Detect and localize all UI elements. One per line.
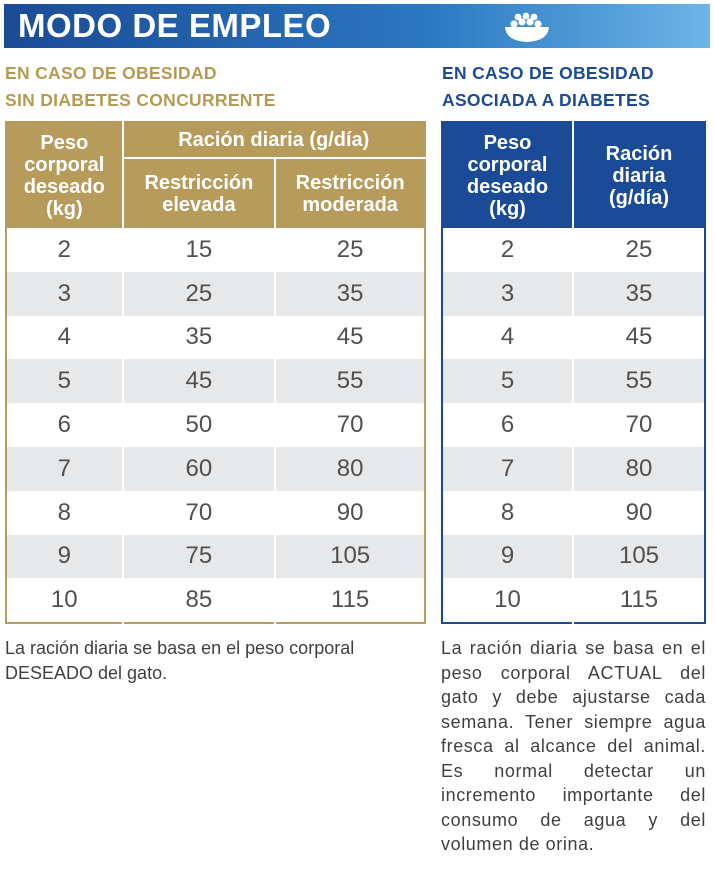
cell-ration: 70	[625, 411, 653, 439]
header-text: moderada	[302, 193, 398, 216]
cell-high: 50	[122, 403, 277, 447]
cell-moderate: 80	[275, 446, 425, 491]
table-row: 9 105	[442, 534, 705, 579]
cell-weight: 8	[442, 490, 574, 535]
right-subtitle-line: ASOCIADA A DIABETES	[442, 90, 650, 110]
cell-weight: 7	[442, 446, 574, 491]
header-text: corporal	[467, 153, 548, 176]
cell-weight: 2	[442, 228, 574, 272]
cell-high: 15	[122, 228, 277, 272]
cell-weight: 5	[442, 359, 574, 404]
cell-weight: 7	[6, 446, 124, 491]
cell-moderate: 55	[275, 359, 425, 404]
cell-ration: 45	[625, 323, 653, 351]
header-text: (kg)	[489, 197, 526, 220]
cell-weight: 10	[6, 578, 124, 624]
cell-moderate: 105	[275, 534, 425, 579]
cell-ration: 55	[572, 359, 705, 404]
cell-weight: 3	[442, 271, 574, 316]
left-section-subtitle: EN CASO DE OBESIDAD SIN DIABETES CONCURR…	[5, 60, 276, 114]
table-row: 9 75 105	[6, 534, 425, 579]
ration-table-obesity: Peso corporal deseado (kg) Ración diaria…	[5, 121, 426, 625]
cell-weight: 4	[6, 315, 124, 360]
cell-high: 75	[122, 534, 277, 579]
right-section-subtitle: EN CASO DE OBESIDAD ASOCIADA A DIABETES	[442, 60, 654, 114]
left-subtitle-line: SIN DIABETES CONCURRENTE	[5, 90, 276, 110]
table-row: 8 70 90	[6, 490, 425, 535]
table-row: 6 70	[442, 403, 705, 447]
header-text: diaria	[612, 164, 666, 187]
cell-moderate: 35	[275, 271, 425, 316]
right-subtitle-line: EN CASO DE OBESIDAD	[442, 63, 654, 83]
table-row: 8 90	[442, 490, 705, 535]
table-row: 4 35 45	[6, 315, 425, 360]
table-row: 10 85 115	[6, 578, 425, 624]
table-row: 3 25 35	[6, 271, 425, 316]
cell-high: 70	[122, 490, 277, 535]
cell-weight: 3	[6, 271, 124, 316]
table-row: 7 80	[442, 446, 705, 491]
cell-ration: 90	[625, 498, 653, 526]
table-row: 5 45 55	[6, 359, 425, 404]
header-weight: Peso corporal deseado (kg)	[6, 122, 124, 228]
cell-high: 85	[122, 578, 277, 624]
cell-moderate: 45	[336, 323, 364, 351]
header-text: Restricción	[144, 171, 254, 194]
cell-weight: 9	[442, 534, 574, 579]
cell-weight: 8	[6, 490, 124, 535]
cell-high: 35	[122, 315, 277, 360]
cell-weight: 2	[6, 228, 124, 272]
cat-food-bowl-icon	[505, 12, 549, 42]
header-weight: Peso corporal deseado (kg)	[442, 122, 574, 228]
cell-ration: 105	[572, 534, 705, 579]
cell-weight: 4	[442, 315, 574, 360]
cell-ration: 80	[572, 446, 705, 491]
cell-ration: 35	[572, 271, 705, 316]
cell-weight: 6	[442, 403, 574, 447]
left-subtitle-line: EN CASO DE OBESIDAD	[5, 63, 217, 83]
right-footnote: La ración diaria se basa en el peso corp…	[441, 638, 706, 854]
table-row: 5 55	[442, 359, 705, 404]
cell-high: 60	[122, 446, 277, 491]
table-row: 6 50 70	[6, 403, 425, 447]
table-row: 2 15 25	[6, 228, 425, 272]
cell-high: 45	[122, 359, 277, 404]
header-text: deseado	[466, 175, 549, 198]
cell-weight: 9	[6, 534, 124, 579]
ration-table-diabetes: Peso corporal deseado (kg) Ración diaria…	[441, 121, 706, 625]
header-text: (g/día)	[608, 186, 669, 209]
header-text: elevada	[162, 193, 236, 216]
cell-moderate: 115	[331, 586, 370, 614]
header-text: (kg)	[45, 197, 83, 220]
cell-moderate: 25	[336, 235, 364, 263]
cell-ration: 115	[619, 586, 659, 614]
page-title: MODO DE EMPLEO	[18, 7, 332, 44]
left-footnote: La ración diaria se basa en el peso corp…	[5, 638, 355, 683]
cell-high: 25	[122, 271, 277, 316]
cell-weight: 5	[6, 359, 124, 404]
header-high-restriction: Restricción elevada	[122, 158, 277, 228]
cell-weight: 6	[6, 403, 124, 447]
cell-moderate: 70	[336, 411, 364, 439]
cell-weight: 10	[442, 578, 574, 624]
header-text: Peso	[40, 131, 89, 154]
header-text: Peso	[483, 131, 532, 154]
table-row: 10 115	[442, 578, 705, 624]
header-moderate-restriction: Restricción moderada	[275, 158, 425, 228]
header-ration: Ración diaria (g/día)	[572, 122, 705, 228]
table-row: 2 25	[442, 228, 705, 272]
header-banner: MODO DE EMPLEO	[4, 4, 710, 48]
header-text: Restricción	[295, 171, 405, 194]
table-row: 7 60 80	[6, 446, 425, 491]
header-text: deseado	[23, 175, 105, 198]
cell-ration: 25	[625, 235, 653, 263]
table-row: 4 45	[442, 315, 705, 360]
cell-moderate: 90	[336, 498, 364, 526]
table-row: 3 35	[442, 271, 705, 316]
header-text: Ración	[605, 142, 673, 165]
header-ration: Ración diaria (g/día)	[122, 122, 425, 159]
header-text: corporal	[24, 153, 105, 176]
